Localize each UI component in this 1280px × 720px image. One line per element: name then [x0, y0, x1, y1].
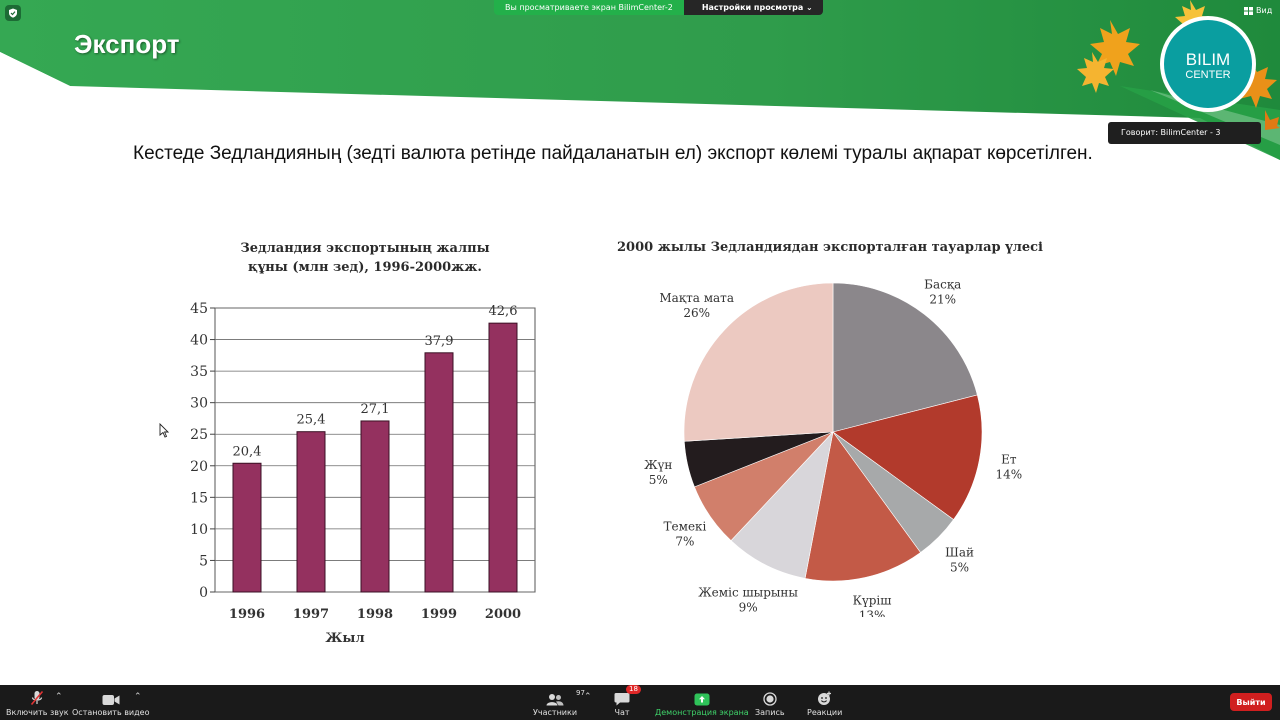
view-mode-label: Вид — [1256, 6, 1273, 15]
bar-chart-x-tick-label: 1996 — [229, 607, 265, 622]
meeting-toolbar: Включить звук ⌃ Остановить видео ⌃ — [0, 685, 1280, 720]
video-options-caret-icon[interactable]: ⌃ — [134, 691, 142, 701]
bar-1999 — [424, 352, 454, 593]
bar-chart-y-tick-label: 45 — [190, 301, 208, 317]
bar-chart-x-tick-label: 1998 — [357, 607, 393, 622]
chat-button[interactable]: 18 Чат — [614, 685, 641, 717]
bar-chart-x-axis-label: Жыл — [325, 631, 364, 646]
bar-chart: 0 5 10 15 20 25 30 35 40 45 20,4 1996 25,4 1997 27,1 19… — [190, 301, 536, 646]
unmute-label: Включить звук — [6, 708, 69, 717]
view-settings-label: Настройки просмотра — [701, 3, 804, 12]
bar-chart-y-tick-label: 15 — [190, 490, 208, 506]
bar-1998 — [360, 420, 390, 593]
active-speaker-tooltip: Говорит: BilimCenter - 3 — [1108, 122, 1261, 144]
participants-button[interactable]: 97 Участники — [533, 689, 585, 717]
participants-count: 97 — [576, 689, 585, 697]
pie-slice-percent: 26% — [683, 306, 710, 320]
pie-slice-percent: 21% — [929, 293, 956, 307]
bar-chart-title: Зедландия экспортының жалпы құны (млн зе… — [200, 239, 530, 277]
pie-slice — [683, 282, 834, 442]
share-screen-icon — [694, 693, 710, 706]
reaction-smiley-icon — [818, 691, 832, 705]
bar-chart-x-tick-label: 1997 — [293, 607, 329, 622]
record-icon — [763, 692, 777, 706]
bar-chart-y-tick-label: 5 — [199, 553, 208, 569]
grid-view-icon — [1244, 6, 1253, 15]
pie-slice-percent: 9% — [739, 601, 758, 615]
view-mode-button[interactable]: Вид — [1244, 6, 1272, 15]
leave-meeting-button[interactable]: Выйти — [1230, 693, 1272, 711]
bar-value-label: 27,1 — [361, 402, 390, 417]
stop-video-label: Остановить видео — [72, 708, 150, 717]
mouse-cursor-icon — [159, 423, 169, 438]
security-shield-icon[interactable] — [5, 5, 21, 21]
bar-chart-y-tick-label: 0 — [199, 585, 208, 601]
bar-chart-y-tick-label: 10 — [190, 522, 208, 538]
pie-slice — [832, 394, 983, 520]
pie-slice-label: Басқа — [924, 278, 961, 292]
bar-chart-y-tick-label: 25 — [190, 427, 208, 443]
pie-slice-label: Мақта мата — [659, 291, 734, 305]
view-settings-button[interactable]: Настройки просмотра ⌄ — [683, 0, 823, 15]
bar-chart-title-line1: Зедландия экспортының жалпы — [240, 241, 490, 256]
microphone-muted-icon — [31, 690, 44, 706]
reactions-button[interactable]: Реакции — [807, 689, 842, 717]
stop-video-button[interactable]: Остановить видео — [72, 689, 149, 717]
bar-2000 — [488, 322, 518, 593]
pie-slice-label: Шай — [945, 546, 974, 560]
bar-value-label: 37,9 — [425, 334, 454, 349]
participants-icon — [546, 694, 564, 706]
logo-line2: CENTER — [1185, 69, 1230, 81]
record-label: Запись — [755, 708, 785, 717]
pie-slice-percent: 14% — [995, 468, 1022, 482]
reactions-label: Реакции — [807, 708, 843, 717]
participants-label: Участники — [533, 708, 578, 717]
pie-slice-percent: 5% — [950, 561, 969, 575]
pie-slice-label: Күріш — [853, 594, 892, 608]
pie-slice-percent: 5% — [649, 473, 668, 487]
bar-value-label: 25,4 — [297, 413, 326, 428]
pie-slice-label: Ет — [1001, 453, 1017, 467]
chevron-down-icon: ⌄ — [806, 3, 813, 12]
pie-slice — [832, 282, 978, 433]
video-camera-icon — [102, 695, 120, 705]
pie-chart-title: 2000 жылы Зедландиядан экспорталған тауа… — [617, 240, 1043, 255]
pie-slice-percent: 13% — [859, 609, 886, 617]
bar-value-label: 42,6 — [489, 304, 518, 319]
bar-value-label: 20,4 — [233, 444, 262, 459]
bar-chart-y-tick-label: 30 — [190, 396, 208, 412]
chat-label: Чат — [614, 708, 630, 717]
share-screen-label: Демонстрация экрана — [655, 708, 749, 717]
pie-slice-label: Темекі — [664, 520, 707, 534]
bar-chart-x-tick-label: 2000 — [485, 607, 521, 622]
slide-title: Экспорт — [74, 29, 180, 59]
bar-chart-x-tick-label: 1999 — [421, 607, 457, 622]
pie-slice-percent: 7% — [675, 535, 694, 549]
pie-slice — [730, 431, 834, 579]
record-button[interactable]: Запись — [755, 689, 785, 717]
chat-unread-badge: 18 — [626, 685, 641, 694]
viewing-screen-label: Вы просматриваете экран BilimCenter-2 — [494, 0, 684, 15]
logo-line1: BILIM — [1186, 50, 1230, 69]
bar-chart-title-line2: құны (млн зед), 1996-2000жж. — [248, 260, 482, 275]
bar-chart-y-tick-label: 35 — [190, 364, 208, 380]
bar-chart-y-tick-label: 40 — [190, 333, 208, 349]
unmute-button[interactable]: Включить звук — [6, 689, 69, 717]
pie-slice — [804, 431, 921, 582]
audio-options-caret-icon[interactable]: ⌃ — [55, 691, 63, 701]
pie-slice-label: Жүн — [644, 458, 672, 472]
participants-options-caret-icon[interactable]: ⌃ — [584, 691, 592, 701]
screen-share-banner: Вы просматриваете экран BilimCenter-2 На… — [494, 0, 823, 15]
share-screen-button[interactable]: Демонстрация экрана — [655, 689, 749, 717]
bilim-center-logo: BILIM CENTER — [1160, 16, 1256, 112]
bar-1997 — [296, 431, 326, 593]
chat-bubble-icon — [614, 693, 630, 706]
bar-1996 — [232, 462, 262, 593]
slide-intro-text: Кестеде Зедландияның (зедті валюта ретін… — [133, 143, 1093, 164]
pie-slice-label: Жеміс шырыны — [698, 586, 798, 600]
bar-chart-y-tick-label: 20 — [190, 459, 208, 475]
